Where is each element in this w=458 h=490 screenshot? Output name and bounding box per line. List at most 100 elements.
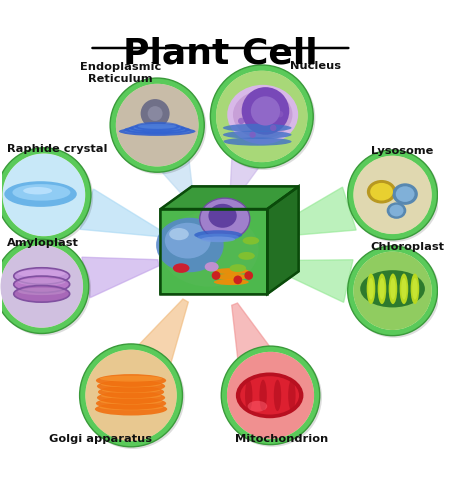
Ellipse shape [99,404,163,410]
Text: Amyloplast: Amyloplast [7,238,79,248]
Ellipse shape [390,278,396,299]
Text: Raphide crystal: Raphide crystal [7,144,107,154]
Ellipse shape [389,205,403,217]
Ellipse shape [18,270,65,277]
Ellipse shape [412,278,418,299]
Ellipse shape [214,274,249,280]
Ellipse shape [129,127,185,132]
Ellipse shape [227,85,298,145]
Text: Lysosome: Lysosome [371,147,433,156]
Ellipse shape [214,279,249,285]
Ellipse shape [223,124,292,132]
Ellipse shape [96,374,166,387]
Ellipse shape [393,183,418,205]
Circle shape [234,275,242,284]
Circle shape [353,156,432,234]
Ellipse shape [14,286,70,302]
Ellipse shape [223,138,292,146]
Text: Endoplasmic
Reticulum: Endoplasmic Reticulum [80,62,161,84]
Circle shape [221,346,320,444]
Circle shape [2,153,85,236]
Circle shape [81,345,185,449]
Ellipse shape [233,91,293,139]
Circle shape [353,251,432,330]
Ellipse shape [288,380,295,411]
Circle shape [227,352,314,439]
Circle shape [270,124,277,131]
Circle shape [147,106,163,121]
Ellipse shape [135,122,180,131]
Ellipse shape [101,393,161,399]
Ellipse shape [124,125,191,134]
Ellipse shape [97,391,165,404]
Circle shape [0,149,93,244]
Ellipse shape [360,270,425,307]
Circle shape [85,349,177,441]
Ellipse shape [400,273,408,304]
Ellipse shape [169,228,189,240]
Circle shape [238,118,245,124]
Circle shape [348,246,437,336]
Ellipse shape [240,376,299,415]
Ellipse shape [12,184,71,201]
Circle shape [216,71,308,162]
Text: Nucleus: Nucleus [290,61,341,72]
Circle shape [210,65,313,168]
Circle shape [212,66,316,170]
Ellipse shape [201,237,235,242]
Ellipse shape [259,380,267,411]
Ellipse shape [245,380,252,411]
Ellipse shape [411,273,419,304]
Circle shape [353,251,432,330]
Ellipse shape [100,398,162,405]
Ellipse shape [23,187,52,195]
Circle shape [349,247,440,338]
Circle shape [223,347,322,447]
Circle shape [212,271,220,280]
Ellipse shape [223,131,292,139]
Polygon shape [160,209,267,294]
Ellipse shape [367,180,396,203]
Circle shape [348,150,437,240]
Ellipse shape [367,273,375,304]
Circle shape [250,131,256,138]
Ellipse shape [379,278,385,299]
Ellipse shape [200,198,250,240]
Ellipse shape [119,127,196,136]
Circle shape [0,245,83,328]
Ellipse shape [389,273,397,304]
Ellipse shape [156,218,224,272]
Ellipse shape [95,403,167,416]
Circle shape [227,352,314,439]
Ellipse shape [160,212,259,287]
Circle shape [85,349,177,441]
Polygon shape [268,260,353,302]
Polygon shape [160,186,299,209]
Ellipse shape [197,234,239,241]
Ellipse shape [18,288,65,295]
Ellipse shape [236,372,304,418]
Ellipse shape [101,381,161,388]
Ellipse shape [248,401,267,412]
Ellipse shape [129,123,185,133]
Text: Plant Cell: Plant Cell [123,37,318,71]
Circle shape [353,156,432,234]
Ellipse shape [142,102,169,127]
Circle shape [116,84,199,167]
Polygon shape [230,153,262,199]
Polygon shape [82,257,159,298]
Ellipse shape [102,387,160,393]
Ellipse shape [98,386,164,398]
Circle shape [0,241,91,336]
Ellipse shape [274,380,281,411]
Circle shape [242,87,289,135]
Ellipse shape [133,125,181,130]
Circle shape [277,111,284,117]
Ellipse shape [208,204,237,228]
Circle shape [2,153,85,236]
Text: Chloroplast: Chloroplast [371,242,445,252]
Ellipse shape [97,380,165,392]
Ellipse shape [100,376,162,382]
Circle shape [245,271,253,280]
Circle shape [0,239,89,334]
